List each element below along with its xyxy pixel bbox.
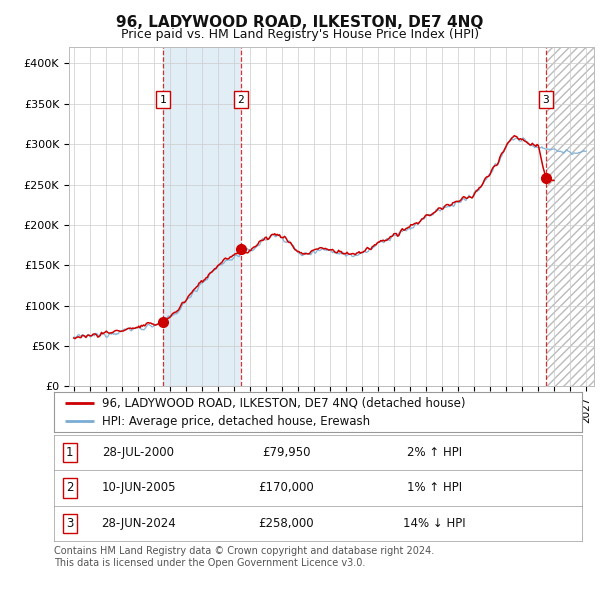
Text: 28-JUL-2000: 28-JUL-2000 — [103, 446, 175, 459]
Text: 10-JUN-2005: 10-JUN-2005 — [101, 481, 176, 494]
Text: 2: 2 — [66, 481, 74, 494]
Bar — [546, 47, 594, 386]
Text: 14% ↓ HPI: 14% ↓ HPI — [403, 517, 466, 530]
Text: 96, LADYWOOD ROAD, ILKESTON, DE7 4NQ (detached house): 96, LADYWOOD ROAD, ILKESTON, DE7 4NQ (de… — [101, 396, 465, 409]
Text: £258,000: £258,000 — [259, 517, 314, 530]
Text: 3: 3 — [542, 95, 549, 104]
Text: 3: 3 — [66, 517, 74, 530]
Bar — [546, 47, 594, 386]
Text: 1: 1 — [66, 446, 74, 459]
Text: 1% ↑ HPI: 1% ↑ HPI — [407, 481, 462, 494]
Text: 28-JUN-2024: 28-JUN-2024 — [101, 517, 176, 530]
Text: Contains HM Land Registry data © Crown copyright and database right 2024.
This d: Contains HM Land Registry data © Crown c… — [54, 546, 434, 568]
Text: HPI: Average price, detached house, Erewash: HPI: Average price, detached house, Erew… — [101, 415, 370, 428]
Text: £79,950: £79,950 — [262, 446, 311, 459]
Text: Price paid vs. HM Land Registry's House Price Index (HPI): Price paid vs. HM Land Registry's House … — [121, 28, 479, 41]
Text: 2: 2 — [238, 95, 244, 104]
Text: 96, LADYWOOD ROAD, ILKESTON, DE7 4NQ: 96, LADYWOOD ROAD, ILKESTON, DE7 4NQ — [116, 15, 484, 30]
Bar — [163, 47, 241, 386]
Text: 1: 1 — [160, 95, 166, 104]
Text: 2% ↑ HPI: 2% ↑ HPI — [407, 446, 462, 459]
Text: £170,000: £170,000 — [259, 481, 314, 494]
